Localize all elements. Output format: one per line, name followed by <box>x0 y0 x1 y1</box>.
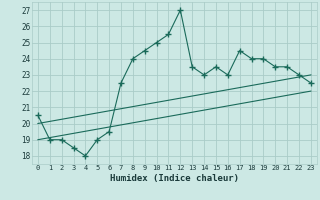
X-axis label: Humidex (Indice chaleur): Humidex (Indice chaleur) <box>110 174 239 183</box>
